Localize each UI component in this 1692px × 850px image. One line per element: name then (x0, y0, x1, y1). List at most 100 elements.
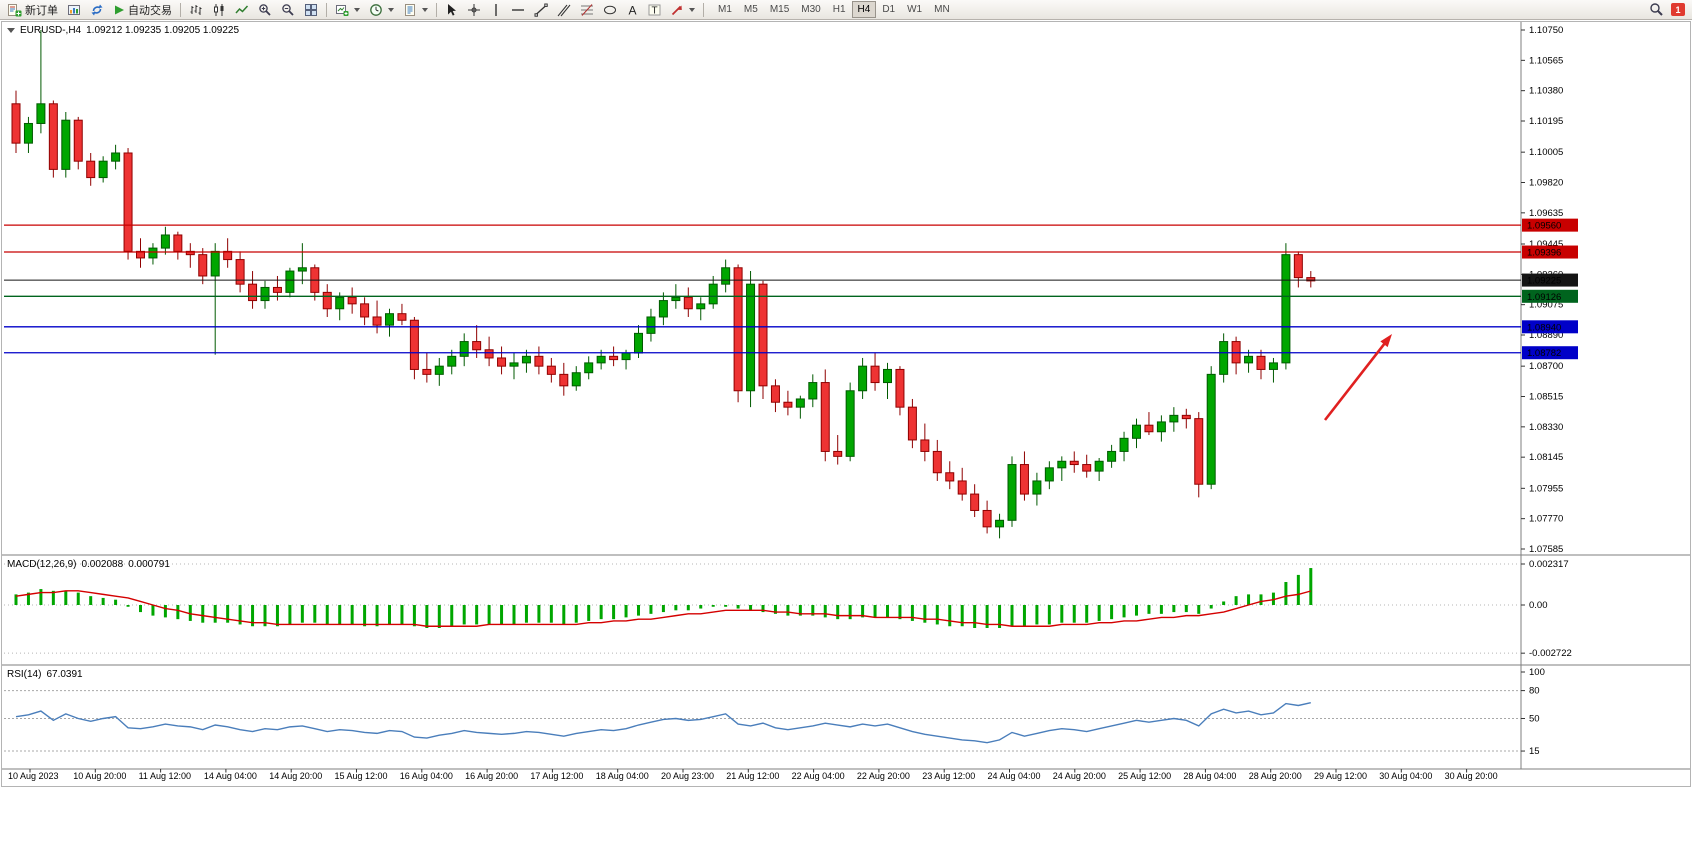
price-tag (1522, 245, 1578, 259)
ohlc-label: 1.09212 1.09235 1.09205 1.09225 (86, 25, 240, 36)
time-axis-label: 20 Aug 23:00 (661, 771, 714, 781)
rsi-axis: 100 80 50 15 (1521, 667, 1545, 757)
price-axis-label: 1.10195 (1529, 116, 1563, 127)
time-axis-label: 15 Aug 12:00 (335, 771, 388, 781)
chart-window-button[interactable] (63, 1, 85, 19)
collapse-arrow-icon[interactable] (7, 28, 15, 33)
zoom-in-icon (259, 3, 271, 16)
time-axis-label: 30 Aug 20:00 (1445, 771, 1498, 781)
candlestick-chart-button[interactable] (208, 1, 230, 19)
channel-button[interactable] (553, 1, 575, 19)
macd-signal-line (15, 590, 1311, 627)
toolbar-separator (180, 2, 181, 17)
toolbar-separator (326, 2, 327, 17)
price-axis-label: 1.08890 (1529, 330, 1563, 341)
timeframe-button-d1[interactable]: D1 (882, 4, 896, 15)
macd-name: MACD(12,26,9) (7, 559, 77, 570)
trendline-button[interactable] (530, 1, 552, 19)
price-tag (1522, 320, 1578, 334)
tile-windows-button[interactable] (300, 1, 322, 19)
refresh-icon (91, 4, 103, 15)
trend-arrow[interactable] (1323, 341, 1387, 421)
macd-histogram (14, 568, 1313, 629)
price-tag-label: 1.08782 (1527, 348, 1561, 359)
price-axis-label: 1.09820 (1529, 178, 1563, 189)
vertical-line-button[interactable] (486, 1, 506, 19)
toolbar: 新订单 自动交易 (0, 0, 1692, 20)
periods-button[interactable] (365, 1, 398, 19)
horizontal-line-button[interactable] (507, 1, 529, 19)
chart-frame (1, 21, 1691, 787)
tile-windows-icon (305, 3, 317, 16)
play-icon (115, 5, 124, 14)
time-axis-label: 30 Aug 04:00 (1379, 771, 1432, 781)
dropdown-caret-icon (689, 7, 695, 12)
cursor-icon (448, 3, 456, 16)
bars-chart-button[interactable] (185, 1, 207, 19)
price-tag-label: 1.08940 (1527, 322, 1561, 333)
template-icon (405, 3, 415, 16)
rsi-line (15, 701, 1311, 744)
price-axis-label: 1.08330 (1529, 422, 1563, 433)
candlesticks (11, 30, 1316, 539)
new-order-button[interactable]: 新订单 (3, 1, 62, 19)
dropdown-caret-icon (354, 7, 360, 12)
notification-badge[interactable]: 1 (1671, 3, 1685, 16)
auto-trading-button[interactable]: 自动交易 (109, 1, 176, 19)
crosshair-button[interactable] (463, 1, 485, 19)
symbol-label: EURUSD-,H4 (20, 25, 82, 36)
macd-axis-label: 0.002317 (1529, 559, 1569, 570)
line-chart-button[interactable] (231, 1, 253, 19)
arrows-button[interactable] (666, 1, 699, 19)
new-chart-button[interactable] (331, 1, 364, 19)
fibonacci-button[interactable] (576, 1, 598, 19)
price-tag-label: 1.09560 (1527, 221, 1561, 232)
timeframe-button-m30[interactable]: M30 (801, 4, 821, 15)
ellipse-shape-icon (604, 5, 616, 14)
time-axis-label: 14 Aug 04:00 (204, 771, 257, 781)
price-axis-label: 1.07585 (1529, 544, 1563, 555)
zoom-out-button[interactable] (277, 1, 299, 19)
templates-button[interactable] (399, 1, 432, 19)
price-axis-label: 1.09445 (1529, 239, 1563, 250)
time-axis-label: 22 Aug 04:00 (792, 771, 845, 781)
search-icon[interactable] (1649, 2, 1664, 17)
svg-text:T: T (652, 5, 658, 16)
macd-axis-label: -0.002722 (1529, 648, 1572, 659)
auto-trading-label: 自动交易 (128, 4, 172, 17)
candlestick-chart-icon (214, 3, 224, 16)
dropdown-caret-icon (422, 7, 428, 12)
rsi-axis-label: 50 (1529, 714, 1540, 725)
macd-axis: 0.002317 0.00 -0.002722 (1521, 559, 1572, 659)
timeframe-button-m15[interactable]: M15 (769, 4, 790, 15)
chart-canvas[interactable]: 1.10750 1.10565 1.10380 1.10195 1.10005 1.098… (0, 20, 1692, 850)
timeframe-button-m5[interactable]: M5 (743, 4, 758, 15)
cursor-button[interactable] (441, 1, 462, 19)
price-tag (1522, 218, 1578, 232)
zoom-in-button[interactable] (254, 1, 276, 19)
rsi-label: RSI(14) 67.0391 (7, 669, 88, 680)
timeframe-button-h4[interactable]: H4 (851, 1, 877, 18)
text-button[interactable]: A (622, 1, 643, 19)
new-chart-icon (336, 4, 349, 16)
timeframe-button-w1[interactable]: W1 (907, 4, 923, 15)
time-axis: 10 Aug 2023 10 Aug 20:00 11 Aug 12:00 14 Au… (8, 769, 1498, 781)
refresh-button[interactable] (86, 1, 108, 19)
macd-label: MACD(12,26,9) 0.002088 0.000791 (7, 559, 175, 570)
new-order-icon (8, 3, 22, 16)
timeframe-group: M1 M5 M15 M30 H1 H4 D1 W1 MN (712, 1, 956, 18)
time-axis-label: 16 Aug 20:00 (465, 771, 518, 781)
shapes-button[interactable] (599, 1, 621, 19)
timeframe-button-mn[interactable]: MN (934, 4, 950, 15)
line-chart-icon (235, 4, 249, 13)
price-axis-label: 1.10005 (1529, 147, 1563, 158)
chart-window-icon (68, 4, 80, 15)
time-axis-label: 24 Aug 04:00 (988, 771, 1041, 781)
time-axis-label: 17 Aug 12:00 (530, 771, 583, 781)
text-label-button[interactable]: T (644, 1, 665, 19)
chart-window: 1.10750 1.10565 1.10380 1.10195 1.10005 1.098… (0, 20, 1692, 850)
time-axis-label: 10 Aug 2023 (8, 771, 59, 781)
time-axis-label: 25 Aug 12:00 (1118, 771, 1171, 781)
timeframe-button-h1[interactable]: H1 (832, 4, 846, 15)
timeframe-button-m1[interactable]: M1 (718, 4, 732, 15)
